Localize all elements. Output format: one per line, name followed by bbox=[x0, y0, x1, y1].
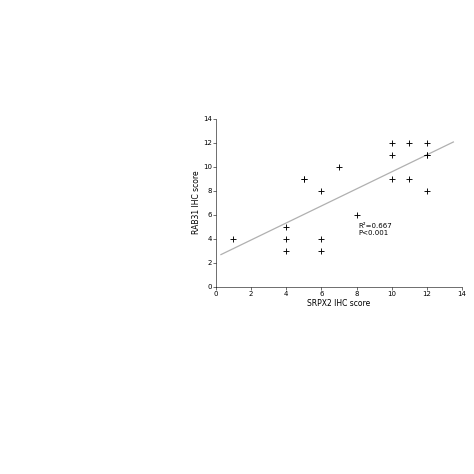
Point bbox=[229, 235, 237, 243]
Point bbox=[423, 187, 431, 194]
Point bbox=[353, 211, 360, 219]
Point bbox=[423, 151, 431, 158]
Point bbox=[283, 247, 290, 255]
Point bbox=[300, 175, 308, 182]
Point bbox=[406, 139, 413, 146]
Point bbox=[283, 235, 290, 243]
Point bbox=[300, 175, 308, 182]
Point bbox=[423, 151, 431, 158]
Point bbox=[335, 163, 343, 170]
Point bbox=[388, 151, 395, 158]
Point bbox=[406, 175, 413, 182]
Text: R²=0.667
P<0.001: R²=0.667 P<0.001 bbox=[358, 223, 392, 236]
Point bbox=[388, 139, 395, 146]
Point bbox=[318, 235, 325, 243]
Point bbox=[283, 223, 290, 230]
Point bbox=[423, 139, 431, 146]
Point bbox=[318, 187, 325, 194]
Y-axis label: RAB31 IHC score: RAB31 IHC score bbox=[191, 171, 201, 235]
Point bbox=[388, 175, 395, 182]
X-axis label: SRPX2 IHC score: SRPX2 IHC score bbox=[307, 299, 371, 308]
Point bbox=[318, 247, 325, 255]
